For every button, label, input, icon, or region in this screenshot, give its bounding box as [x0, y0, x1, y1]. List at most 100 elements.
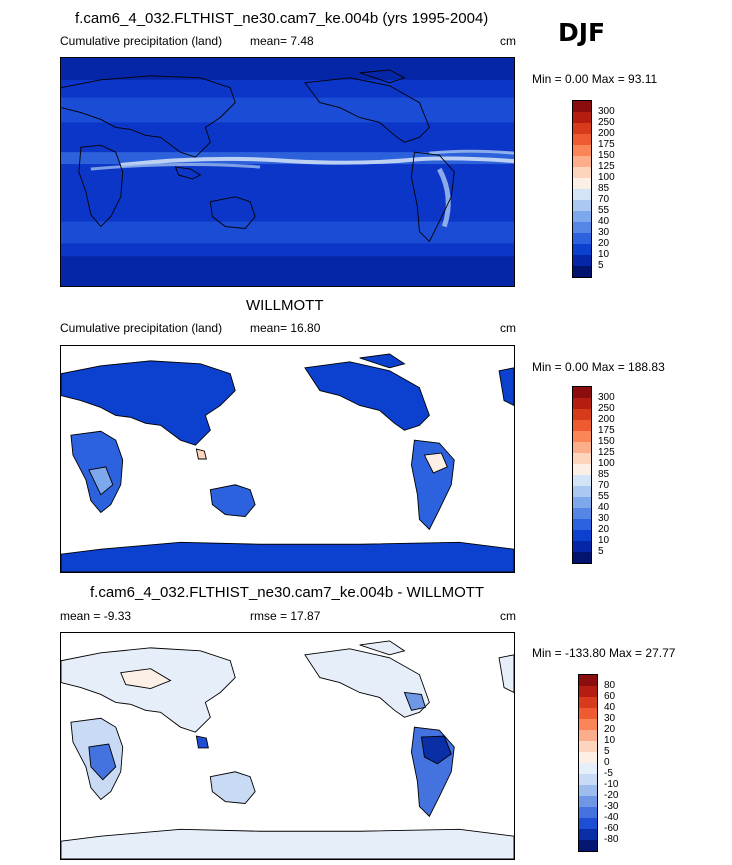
panel1-stat-label: mean= 7.48	[250, 34, 314, 48]
colorbar-segment	[573, 123, 591, 134]
colorbar-tick-label: 10	[598, 535, 610, 546]
colorbar-segment	[573, 134, 591, 145]
colorbar-segment	[579, 763, 597, 774]
panel3-stat-label: rmse = 17.87	[250, 609, 321, 623]
panel2-left-label: Cumulative precipitation (land)	[60, 321, 223, 335]
colorbar-tick-label: 300	[598, 106, 615, 117]
colorbar-segment	[573, 112, 591, 123]
colorbar-segment	[573, 541, 591, 552]
colorbar-segment	[573, 464, 591, 475]
panel2-minmax: Min = 0.00 Max = 188.83	[532, 360, 665, 374]
colorbar-tick-label: 70	[598, 194, 610, 205]
colorbar-tick-label: 10	[598, 249, 610, 260]
colorbar-tick-label: 60	[604, 691, 616, 702]
colorbar-segment	[579, 697, 597, 708]
colorbar-tick-label: -20	[604, 790, 619, 801]
colorbar-tick-label: 55	[598, 205, 610, 216]
colorbar-segment	[573, 156, 591, 167]
colorbar-segment	[579, 686, 597, 697]
colorbar-segment	[579, 829, 597, 840]
panel2-map-svg	[61, 346, 514, 572]
colorbar-tick-label: 85	[598, 183, 610, 194]
colorbar-segment	[573, 233, 591, 244]
panel1-minmax: Min = 0.00 Max = 93.11	[532, 72, 658, 86]
colorbar-segment	[573, 211, 591, 222]
colorbar-segment	[573, 453, 591, 464]
colorbar-tick-label: 100	[598, 172, 615, 183]
colorbar-segment	[579, 730, 597, 741]
colorbar-segment	[573, 519, 591, 530]
colorbar-tick-label: 10	[604, 735, 616, 746]
colorbar-tick-label: 250	[598, 403, 615, 414]
colorbar-tick-label: 175	[598, 139, 615, 150]
colorbar-tick-label: 20	[598, 238, 610, 249]
colorbar-tick-label: 20	[598, 524, 610, 535]
colorbar-segment	[573, 101, 591, 112]
colorbar-tick-label: -10	[604, 779, 619, 790]
panel2-stat-label: mean= 16.80	[250, 321, 321, 335]
panel3-left-label: mean = -9.33	[60, 609, 132, 623]
colorbar-tick-label: 150	[598, 436, 615, 447]
colorbar-segment	[579, 675, 597, 686]
colorbar-segment	[573, 420, 591, 431]
colorbar-segment	[573, 244, 591, 255]
colorbar-tick-label: 200	[598, 414, 615, 425]
colorbar-tick-label: 0	[604, 757, 610, 768]
colorbar-tick-label: 5	[598, 546, 604, 557]
colorbar-segment	[579, 785, 597, 796]
colorbar-segment	[573, 145, 591, 156]
colorbar-segment	[573, 387, 591, 398]
colorbar-segment	[579, 741, 597, 752]
colorbar-tick-label: -60	[604, 823, 619, 834]
panel1-left-label: Cumulative precipitation (land)	[60, 34, 223, 48]
colorbar-segment	[579, 818, 597, 829]
panel3-map	[60, 632, 515, 860]
colorbar-tick-label: 175	[598, 425, 615, 436]
colorbar-tick-label: 70	[598, 480, 610, 491]
colorbar-tick-label: 5	[598, 260, 604, 271]
panel1-units: cm	[500, 34, 516, 48]
panel3-minmax: Min = -133.80 Max = 27.77	[532, 646, 676, 660]
colorbar-segment	[573, 167, 591, 178]
colorbar-segment	[573, 552, 591, 563]
panel3-title: f.cam6_4_032.FLTHIST_ne30.cam7_ke.004b -…	[90, 584, 485, 601]
colorbar-tick-label: 85	[598, 469, 610, 480]
colorbar-tick-label: 30	[598, 227, 610, 238]
colorbar-segment	[579, 840, 597, 851]
colorbar-tick-label: -40	[604, 812, 619, 823]
colorbar-segment	[573, 530, 591, 541]
panel2-units: cm	[500, 321, 516, 335]
colorbar-segment	[573, 475, 591, 486]
colorbar-segment	[579, 796, 597, 807]
colorbar-segment	[573, 178, 591, 189]
colorbar-tick-label: 30	[604, 713, 616, 724]
colorbar-segment	[573, 497, 591, 508]
season-label: DJF	[558, 18, 606, 47]
colorbar-segment	[579, 807, 597, 818]
colorbar-tick-label: -30	[604, 801, 619, 812]
panel1-colorbar	[572, 100, 592, 278]
colorbar-segment	[579, 774, 597, 785]
colorbar-tick-label: 30	[598, 513, 610, 524]
colorbar-segment	[579, 752, 597, 763]
colorbar-tick-label: 200	[598, 128, 615, 139]
panel2-colorbar	[572, 386, 592, 564]
colorbar-segment	[573, 255, 591, 266]
colorbar-tick-label: 125	[598, 447, 615, 458]
panel2-map	[60, 345, 515, 573]
colorbar-tick-label: 150	[598, 150, 615, 161]
colorbar-tick-label: 55	[598, 491, 610, 502]
colorbar-tick-label: 300	[598, 392, 615, 403]
colorbar-tick-label: 40	[604, 702, 616, 713]
colorbar-tick-label: 100	[598, 458, 615, 469]
colorbar-segment	[573, 442, 591, 453]
colorbar-segment	[573, 200, 591, 211]
panel1-map	[60, 57, 515, 287]
colorbar-tick-label: 20	[604, 724, 616, 735]
colorbar-segment	[573, 409, 591, 420]
colorbar-segment	[573, 508, 591, 519]
panel3-colorbar	[578, 674, 598, 852]
colorbar-segment	[573, 398, 591, 409]
colorbar-tick-label: 80	[604, 680, 616, 691]
panel1-title: f.cam6_4_032.FLTHIST_ne30.cam7_ke.004b (…	[75, 10, 489, 27]
